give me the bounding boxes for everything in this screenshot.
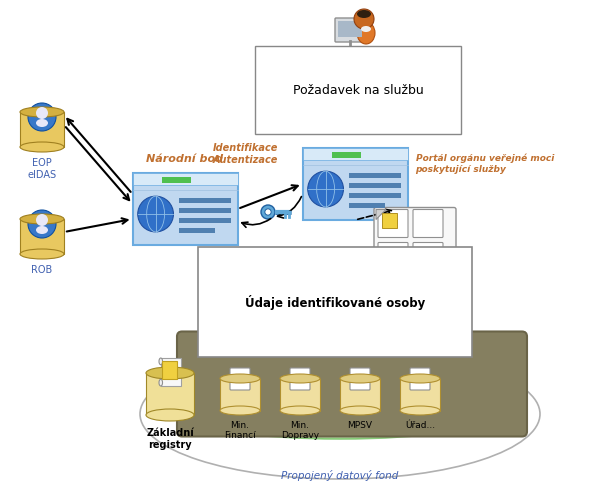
Ellipse shape bbox=[36, 120, 48, 128]
Text: Údaje agend: Údaje agend bbox=[313, 341, 391, 353]
Circle shape bbox=[138, 197, 173, 232]
Ellipse shape bbox=[20, 108, 64, 118]
Ellipse shape bbox=[340, 406, 380, 415]
Ellipse shape bbox=[159, 380, 163, 386]
FancyBboxPatch shape bbox=[378, 243, 408, 271]
FancyBboxPatch shape bbox=[349, 173, 401, 178]
FancyBboxPatch shape bbox=[335, 19, 365, 43]
Ellipse shape bbox=[146, 367, 194, 379]
Ellipse shape bbox=[220, 406, 260, 415]
FancyBboxPatch shape bbox=[349, 193, 401, 198]
FancyBboxPatch shape bbox=[179, 208, 231, 213]
Text: Úřad...: Úřad... bbox=[405, 420, 435, 429]
FancyBboxPatch shape bbox=[133, 174, 238, 185]
Text: Požadavek na službu: Požadavek na službu bbox=[293, 84, 424, 97]
Ellipse shape bbox=[357, 11, 371, 19]
FancyBboxPatch shape bbox=[179, 218, 231, 223]
Ellipse shape bbox=[20, 214, 64, 224]
Ellipse shape bbox=[20, 249, 64, 260]
FancyBboxPatch shape bbox=[179, 228, 215, 233]
Text: MPSV: MPSV bbox=[347, 420, 373, 429]
Ellipse shape bbox=[280, 374, 320, 383]
Ellipse shape bbox=[340, 374, 380, 383]
FancyBboxPatch shape bbox=[290, 368, 310, 390]
FancyBboxPatch shape bbox=[338, 22, 362, 38]
Ellipse shape bbox=[20, 143, 64, 153]
FancyBboxPatch shape bbox=[332, 153, 361, 159]
Ellipse shape bbox=[159, 358, 163, 365]
Text: EOP
eIDAS: EOP eIDAS bbox=[28, 158, 56, 179]
Polygon shape bbox=[340, 379, 380, 411]
Circle shape bbox=[28, 210, 56, 238]
Polygon shape bbox=[20, 113, 64, 148]
FancyBboxPatch shape bbox=[133, 174, 238, 245]
FancyBboxPatch shape bbox=[413, 210, 443, 238]
Text: Propojený datový fond: Propojený datový fond bbox=[281, 469, 398, 480]
FancyBboxPatch shape bbox=[302, 149, 407, 160]
Text: Min.
Dopravy: Min. Dopravy bbox=[281, 420, 319, 439]
FancyBboxPatch shape bbox=[162, 178, 191, 184]
Ellipse shape bbox=[280, 406, 320, 415]
Circle shape bbox=[28, 104, 56, 132]
FancyBboxPatch shape bbox=[179, 198, 231, 203]
Polygon shape bbox=[376, 210, 386, 220]
Circle shape bbox=[308, 172, 343, 207]
Circle shape bbox=[36, 214, 48, 226]
Ellipse shape bbox=[36, 226, 48, 234]
Text: Identifikace
Autentizace: Identifikace Autentizace bbox=[212, 143, 278, 165]
FancyBboxPatch shape bbox=[350, 368, 370, 390]
Ellipse shape bbox=[146, 409, 194, 421]
Circle shape bbox=[36, 108, 48, 120]
FancyBboxPatch shape bbox=[413, 243, 443, 271]
Text: Min.
Financí: Min. Financí bbox=[224, 420, 256, 439]
Polygon shape bbox=[220, 379, 260, 411]
Ellipse shape bbox=[361, 27, 371, 33]
Text: Portál orgánu veřejné moci
poskytující služby: Portál orgánu veřejné moci poskytující s… bbox=[416, 154, 554, 173]
FancyBboxPatch shape bbox=[349, 183, 401, 188]
Ellipse shape bbox=[357, 23, 375, 45]
FancyBboxPatch shape bbox=[177, 332, 527, 437]
Ellipse shape bbox=[400, 374, 440, 383]
FancyBboxPatch shape bbox=[302, 149, 407, 220]
FancyBboxPatch shape bbox=[378, 210, 408, 238]
Circle shape bbox=[265, 209, 271, 216]
Ellipse shape bbox=[185, 389, 495, 439]
Text: ROB: ROB bbox=[31, 265, 53, 275]
FancyBboxPatch shape bbox=[161, 358, 181, 386]
Ellipse shape bbox=[400, 406, 440, 415]
FancyBboxPatch shape bbox=[230, 368, 250, 390]
FancyBboxPatch shape bbox=[349, 204, 385, 209]
Circle shape bbox=[354, 10, 374, 30]
Circle shape bbox=[261, 205, 275, 219]
Text: Národní bod: Národní bod bbox=[146, 154, 224, 164]
Text: Údaje identifikované osoby: Údaje identifikované osoby bbox=[245, 295, 425, 310]
Ellipse shape bbox=[220, 374, 260, 383]
FancyBboxPatch shape bbox=[382, 213, 397, 229]
FancyBboxPatch shape bbox=[374, 208, 456, 287]
Polygon shape bbox=[146, 373, 194, 415]
Polygon shape bbox=[20, 219, 64, 255]
Polygon shape bbox=[400, 379, 440, 411]
Text: Základní
registry: Základní registry bbox=[146, 427, 194, 449]
Polygon shape bbox=[280, 379, 320, 411]
FancyBboxPatch shape bbox=[163, 361, 176, 379]
FancyBboxPatch shape bbox=[410, 368, 430, 390]
